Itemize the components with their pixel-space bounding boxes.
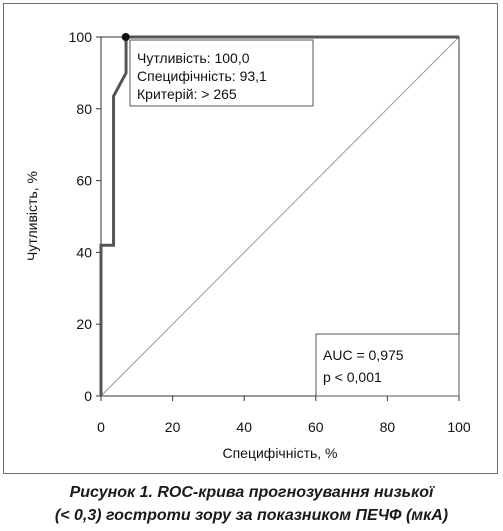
p-value-label: p < 0,001 xyxy=(323,369,382,385)
x-tick-label: 0 xyxy=(97,419,105,435)
annotation-sensitivity: Чутливість: 100,0 xyxy=(137,50,250,66)
y-tick-label: 0 xyxy=(84,388,92,404)
y-tick-label: 100 xyxy=(69,29,93,45)
figure-caption-line-2: (< 0,3) гостроти зору за показником ПЕЧФ… xyxy=(54,507,449,524)
y-tick-label: 40 xyxy=(76,244,92,260)
x-tick-label: 40 xyxy=(236,419,252,435)
roc-chart: 0 20 40 60 80 100 0 20 40 60 80 100 Чутливість: 10… xyxy=(24,29,471,461)
optimal-cutoff-point xyxy=(121,33,130,41)
x-tick-label: 20 xyxy=(165,419,181,435)
y-tick-label: 80 xyxy=(76,101,92,117)
stats-box xyxy=(315,333,460,397)
annotation-box xyxy=(129,39,314,107)
reference-diagonal xyxy=(100,36,460,397)
annotation-specificity: Специфічність: 93,1 xyxy=(137,68,267,84)
y-tick-label: 20 xyxy=(76,316,92,332)
y-tick-label: 60 xyxy=(76,173,92,189)
y-axis-label: Чутливість, % xyxy=(24,171,40,261)
figure-caption-line-1: Рисунок 1. ROC-крива прогнозування низьк… xyxy=(69,484,434,501)
x-tick-label: 100 xyxy=(447,419,471,435)
y-axis: 0 20 40 60 80 100 xyxy=(69,29,101,404)
x-axis: 0 20 40 60 80 100 xyxy=(97,396,471,435)
annotation-criterion: Критерій: > 265 xyxy=(137,86,237,102)
x-tick-label: 60 xyxy=(308,419,324,435)
auc-label: AUC = 0,975 xyxy=(323,347,404,363)
x-axis-label: Специфічність, % xyxy=(222,445,337,461)
x-tick-label: 80 xyxy=(380,419,396,435)
